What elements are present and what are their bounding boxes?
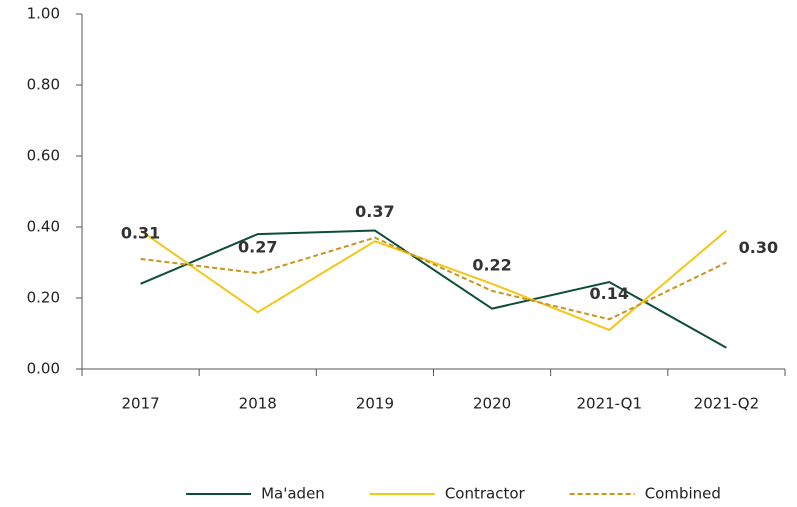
data-label: 0.31	[121, 223, 160, 242]
x-tick-label: 2019	[356, 395, 394, 413]
y-tick-label: 0.80	[27, 76, 60, 94]
y-tick-label: 0.60	[27, 147, 60, 165]
x-tick-label: 2021-Q2	[694, 395, 760, 413]
legend-label: Combined	[645, 485, 721, 503]
y-tick-label: 0.40	[27, 218, 60, 236]
data-label: 0.22	[472, 255, 511, 274]
y-tick-label: 1.00	[27, 5, 60, 23]
x-tick-label: 2017	[121, 395, 159, 413]
x-tick-label: 2021-Q1	[577, 395, 643, 413]
data-label: 0.37	[355, 202, 394, 221]
series-line	[140, 229, 727, 349]
y-tick-label: 0.20	[27, 289, 60, 307]
data-label: 0.30	[739, 238, 778, 257]
data-label: 0.14	[590, 284, 629, 303]
y-tick-label: 0.00	[27, 360, 60, 378]
legend-label: Contractor	[445, 485, 526, 503]
series-line	[140, 229, 728, 332]
series-line	[140, 236, 727, 321]
x-tick-label: 2020	[473, 395, 511, 413]
legend-label: Ma'aden	[261, 485, 325, 503]
x-tick-label: 2018	[239, 395, 277, 413]
data-label: 0.27	[238, 238, 277, 257]
